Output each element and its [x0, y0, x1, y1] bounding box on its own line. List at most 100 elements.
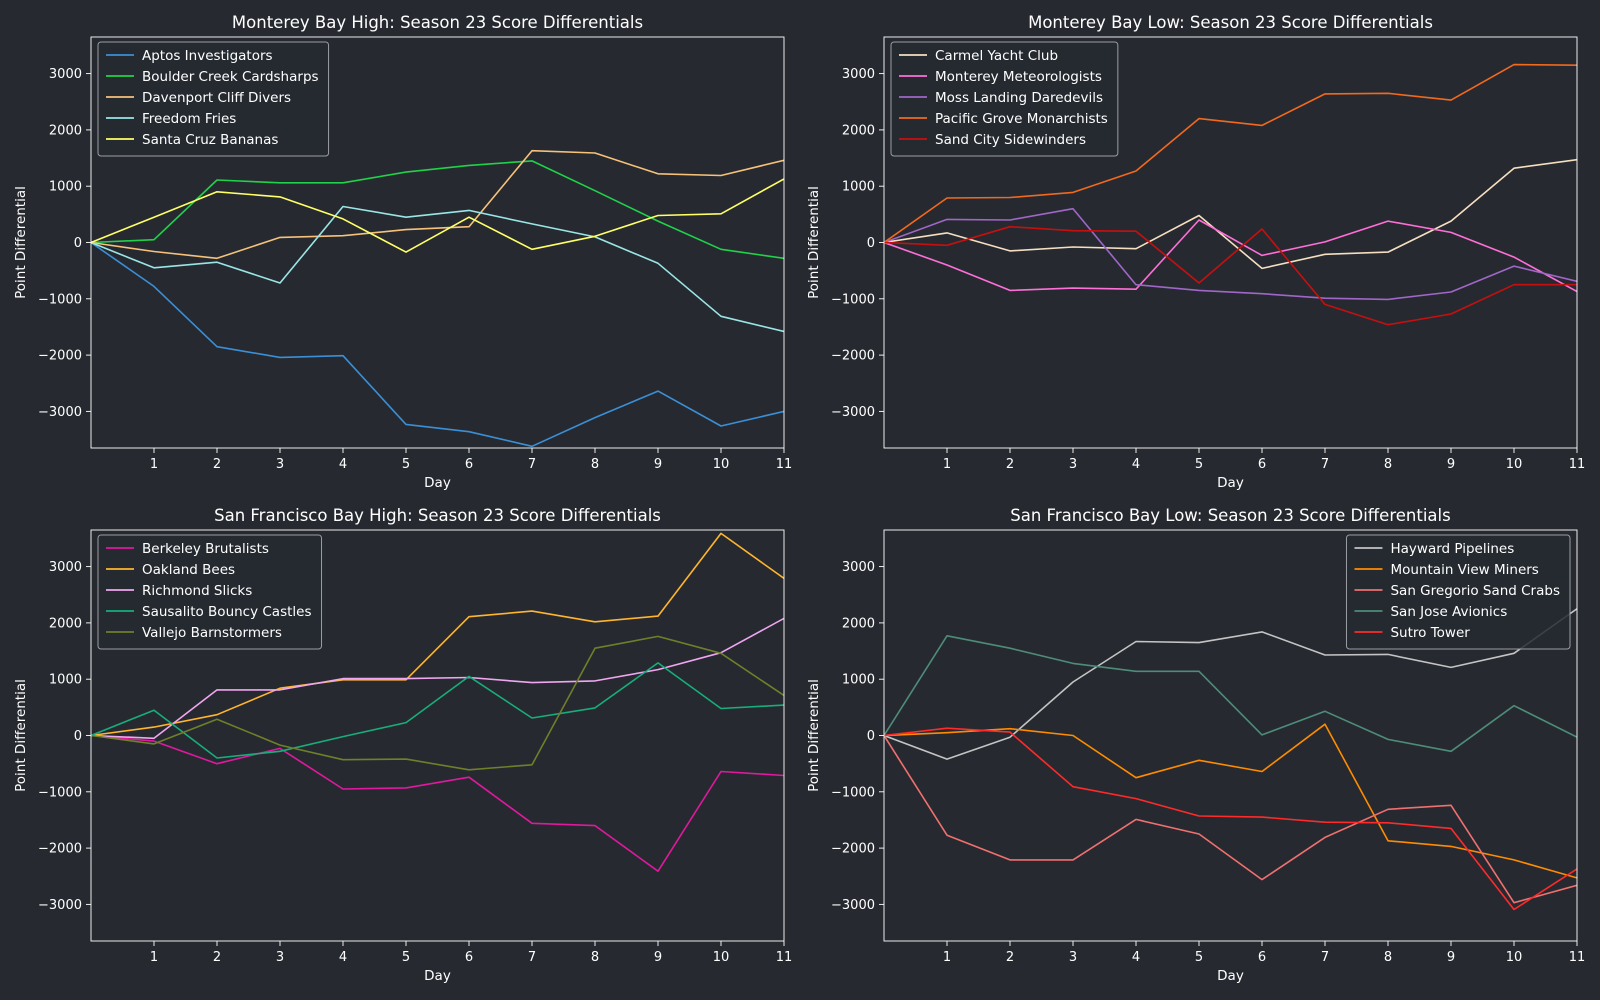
chart-monterey-bay-low: Monterey Bay Low: Season 23 Score Differ…: [806, 13, 1585, 491]
y-tick-label: 1000: [842, 673, 875, 688]
y-tick-label: 1000: [49, 673, 82, 688]
y-tick-label: 2000: [842, 616, 875, 631]
x-tick-label: 11: [1569, 950, 1586, 965]
legend: Hayward Pipelines Mountain View Miners San…: [1345, 534, 1571, 650]
chart-title: Monterey Bay High: Season 23 Score Diffe…: [232, 13, 643, 32]
legend-label: Hayward Pipelines: [1390, 541, 1514, 557]
x-tick-label: 3: [1069, 950, 1077, 965]
y-tick-label: −1000: [38, 785, 82, 800]
x-axis-label: Day: [1217, 968, 1244, 984]
x-tick-label: 10: [1506, 950, 1523, 965]
x-tick-label: 8: [591, 950, 599, 965]
x-tick-label: 4: [339, 950, 347, 965]
y-tick-label: 3000: [842, 67, 875, 82]
y-tick-label: 1000: [842, 180, 875, 195]
x-tick-label: 9: [1447, 950, 1455, 965]
y-tick-label: −1000: [831, 292, 875, 307]
legend-label: Monterey Meteorologists: [935, 69, 1102, 85]
x-tick-label: 10: [713, 950, 730, 965]
legend-label: Sutro Tower: [1390, 625, 1470, 641]
y-tick-label: −3000: [38, 898, 82, 913]
x-tick-label: 3: [1069, 457, 1077, 472]
x-tick-label: 7: [528, 950, 536, 965]
chart-title: San Francisco Bay Low: Season 23 Score D…: [1010, 506, 1450, 525]
series-line-1: [91, 160, 784, 260]
y-tick-label: 0: [867, 236, 875, 251]
y-axis-label: Point Differential: [806, 679, 822, 792]
series-lines: [884, 63, 1577, 326]
x-tick-label: 11: [776, 950, 793, 965]
y-tick-label: 2000: [49, 123, 82, 138]
legend-box: [97, 534, 323, 650]
x-axis-label: Day: [424, 968, 451, 984]
x-tick-label: 7: [528, 457, 536, 472]
chart-title: Monterey Bay Low: Season 23 Score Differ…: [1028, 13, 1433, 32]
legend: Carmel Yacht Club Monterey Meteorologists…: [890, 41, 1119, 157]
y-axis-label: Point Differential: [13, 186, 29, 299]
chart-monterey-bay-high: Monterey Bay High: Season 23 Score Diffe…: [13, 13, 792, 491]
series-line-2: [91, 149, 784, 260]
x-tick-label: 1: [150, 457, 158, 472]
series-line-2: [884, 735, 1577, 904]
legend-label: Berkeley Brutalists: [142, 541, 269, 557]
legend: Berkeley Brutalists Oakland Bees Richmond …: [97, 534, 323, 650]
legend-label: Sausalito Bouncy Castles: [142, 604, 312, 620]
x-tick-label: 7: [1321, 457, 1329, 472]
x-tick-label: 7: [1321, 950, 1329, 965]
x-tick-label: 10: [713, 457, 730, 472]
x-tick-label: 3: [276, 457, 284, 472]
series-line-1: [91, 532, 784, 737]
x-tick-label: 1: [150, 950, 158, 965]
legend-box: [890, 41, 1119, 157]
series-line-4: [91, 635, 784, 771]
series-lines: [884, 608, 1577, 911]
series-line-0: [884, 158, 1577, 270]
legend-label: Pacific Grove Monarchists: [935, 111, 1108, 127]
x-tick-label: 6: [465, 457, 473, 472]
x-tick-label: 5: [1195, 950, 1203, 965]
series-lines: [91, 532, 784, 873]
legend-box: [97, 41, 330, 157]
y-tick-label: −2000: [38, 349, 82, 364]
y-tick-label: 2000: [842, 123, 875, 138]
x-tick-label: 4: [1132, 457, 1140, 472]
x-tick-label: 2: [1006, 457, 1014, 472]
series-line-2: [91, 617, 784, 740]
legend-label: Mountain View Miners: [1390, 562, 1538, 578]
x-tick-label: 1: [943, 457, 951, 472]
series-line-3: [884, 634, 1577, 753]
legend: Aptos Investigators Boulder Creek Cardsha…: [97, 41, 330, 157]
x-tick-label: 1: [943, 950, 951, 965]
y-tick-label: 0: [867, 729, 875, 744]
y-tick-label: 1000: [49, 180, 82, 195]
y-axis-label: Point Differential: [13, 679, 29, 792]
x-tick-label: 5: [402, 457, 410, 472]
legend-label: Davenport Cliff Divers: [142, 90, 291, 106]
series-line-3: [91, 662, 784, 759]
x-tick-label: 6: [1258, 457, 1266, 472]
series-line-3: [884, 63, 1577, 244]
x-axis-label: Day: [1217, 475, 1244, 491]
y-tick-label: 0: [74, 236, 82, 251]
x-tick-label: 2: [1006, 950, 1014, 965]
series-line-3: [91, 205, 784, 333]
y-tick-label: −2000: [38, 842, 82, 857]
x-tick-label: 8: [1384, 950, 1392, 965]
x-tick-label: 10: [1506, 457, 1523, 472]
x-tick-label: 8: [591, 457, 599, 472]
legend-label: San Gregorio Sand Crabs: [1390, 583, 1560, 599]
y-tick-label: −2000: [831, 842, 875, 857]
x-tick-label: 4: [339, 457, 347, 472]
x-tick-label: 6: [465, 950, 473, 965]
y-tick-label: 3000: [49, 560, 82, 575]
series-line-0: [91, 734, 784, 873]
y-tick-label: −3000: [38, 405, 82, 420]
y-tick-label: 3000: [842, 560, 875, 575]
legend-label: Sand City Sidewinders: [935, 132, 1086, 148]
series-line-4: [884, 225, 1577, 326]
legend-label: Oakland Bees: [142, 562, 235, 578]
y-tick-label: −3000: [831, 898, 875, 913]
legend-label: Aptos Investigators: [142, 48, 273, 64]
x-tick-label: 9: [654, 457, 662, 472]
